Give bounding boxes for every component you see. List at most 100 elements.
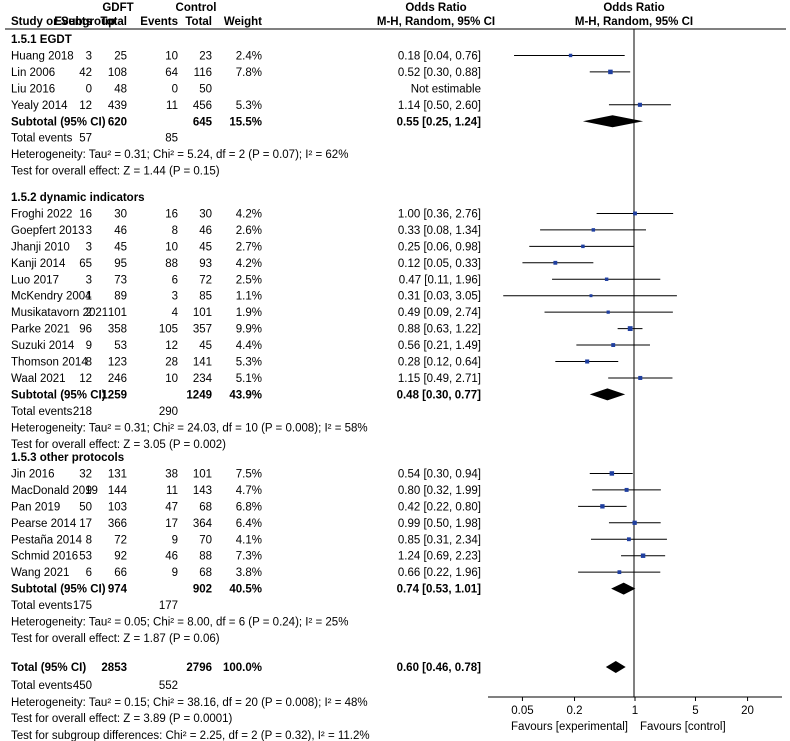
cell-control-events: 9 (172, 567, 178, 579)
cell-gdft-total: 144 (108, 485, 128, 497)
cell-control-total: 141 (193, 357, 212, 369)
subgroup-title: 1.5.3 other protocols (11, 452, 124, 464)
cell-gdft-total: 131 (108, 468, 127, 480)
cell-control-events: 9 (172, 534, 178, 546)
cell-control-total: 50 (199, 83, 212, 95)
total-events-control: 85 (165, 133, 178, 145)
cell-weight: 5.3% (236, 357, 262, 369)
cell-gdft-events: 17 (79, 518, 92, 530)
study-name: Musikatavorn 2021 (11, 307, 108, 319)
cell-control-events: 6 (172, 274, 178, 286)
cell-control-total: 143 (193, 485, 212, 497)
cell-control-events: 8 (172, 225, 178, 237)
subtotal-odds-ratio-ci: 0.74 [0.53, 1.01] (397, 584, 482, 596)
subtotal-diamond (611, 582, 636, 595)
overall-effect-text: Test for overall effect: Z = 1.44 (P = 0… (11, 166, 220, 178)
cell-control-events: 105 (159, 324, 178, 336)
study-name: Pan 2019 (11, 501, 60, 513)
header-group-control: Control (176, 2, 217, 14)
cell-control-total: 364 (193, 518, 213, 530)
cell-gdft-total: 246 (108, 373, 127, 385)
total-events-label: Total events (11, 406, 73, 418)
header-total-control: Total (185, 16, 212, 28)
effect-square (624, 487, 629, 492)
cell-control-total: 72 (199, 274, 212, 286)
cell-weight: 6.8% (236, 501, 262, 513)
cell-gdft-events: 3 (86, 274, 92, 286)
cell-gdft-events: 0 (86, 83, 92, 95)
cell-gdft-events: 12 (79, 373, 92, 385)
cell-odds-ratio-ci: 0.80 [0.32, 1.99] (398, 485, 481, 497)
x-tick-label: 5 (692, 705, 698, 717)
cell-gdft-total: 366 (108, 518, 127, 530)
cell-gdft-events: 65 (79, 258, 92, 270)
cell-gdft-events: 6 (86, 567, 92, 579)
subtotal-odds-ratio-ci: 0.48 [0.30, 0.77] (397, 389, 482, 401)
cell-weight: 3.8% (236, 567, 262, 579)
cell-odds-ratio-ci: 0.99 [0.50, 1.98] (398, 518, 481, 530)
cell-weight: 4.2% (236, 258, 262, 270)
study-name: Froghi 2022 (11, 208, 72, 220)
heterogeneity-text: Heterogeneity: Tau² = 0.31; Chi² = 5.24,… (11, 149, 348, 161)
cell-gdft-total: 101 (108, 307, 127, 319)
overall-total-events-label: Total events (11, 680, 73, 692)
subtotal-diamond (589, 388, 626, 401)
cell-gdft-total: 89 (114, 291, 127, 303)
cell-gdft-total: 72 (114, 534, 127, 546)
heterogeneity-text: Heterogeneity: Tau² = 0.05; Chi² = 8.00,… (11, 617, 348, 629)
study-name: Goepfert 2013 (11, 225, 85, 237)
cell-odds-ratio-ci: 0.31 [0.03, 3.05] (398, 291, 481, 303)
effect-square (591, 228, 596, 232)
cell-control-total: 456 (193, 100, 212, 112)
cell-control-events: 4 (172, 307, 179, 319)
cell-gdft-events: 32 (79, 468, 92, 480)
cell-gdft-total: 66 (114, 567, 127, 579)
cell-gdft-events: 3 (86, 241, 92, 253)
cell-control-total: 234 (193, 373, 213, 385)
header-method-table: M-H, Random, 95% CI (377, 16, 495, 28)
cell-gdft-events: 3 (86, 225, 92, 237)
study-name: McKendry 2004 (11, 291, 92, 303)
cell-gdft-events: 50 (79, 501, 92, 513)
effect-square (608, 69, 613, 75)
effect-square (600, 504, 605, 509)
total-events-label: Total events (11, 133, 73, 145)
header-method-plot: M-H, Random, 95% CI (575, 16, 693, 28)
cell-odds-ratio-ci: 0.25 [0.06, 0.98] (398, 241, 481, 253)
header-weight: Weight (224, 16, 262, 28)
cell-weight: 5.1% (236, 373, 262, 385)
overall-total-events-gdft: 450 (73, 680, 92, 692)
favours-control-label: Favours [control] (640, 721, 726, 733)
x-tick-label: 0.2 (567, 705, 583, 717)
cell-control-events: 47 (165, 501, 178, 513)
cell-control-events: 0 (172, 83, 178, 95)
cell-control-total: 85 (199, 291, 212, 303)
cell-control-total: 68 (199, 501, 212, 513)
cell-gdft-total: 48 (114, 83, 127, 95)
subtotal-label: Subtotal (95% CI) (11, 389, 106, 401)
cell-gdft-events: 12 (79, 100, 92, 112)
cell-gdft-events: 96 (79, 324, 92, 336)
cell-gdft-events: 1 (86, 291, 92, 303)
study-name: Pearse 2014 (11, 518, 77, 530)
x-tick-label: 0.05 (511, 705, 533, 717)
cell-odds-ratio-ci: 0.88 [0.63, 1.22] (398, 324, 481, 336)
cell-control-events: 10 (165, 50, 178, 62)
effect-square (632, 520, 637, 525)
subtotal-label: Subtotal (95% CI) (11, 584, 106, 596)
total-gdft-total: 2853 (101, 662, 127, 674)
cell-gdft-total: 46 (114, 225, 127, 237)
study-name: Waal 2021 (11, 373, 66, 385)
cell-weight: 2.6% (236, 225, 262, 237)
cell-odds-ratio-ci: 0.52 [0.30, 0.88] (398, 67, 481, 79)
header-study: Study or Subgroup (11, 16, 115, 28)
cell-control-total: 116 (194, 67, 212, 79)
cell-weight: 5.3% (236, 100, 262, 112)
cell-control-total: 101 (193, 468, 212, 480)
cell-gdft-events: 8 (86, 357, 92, 369)
subtotal-gdft-total: 974 (108, 584, 128, 596)
study-name: Yealy 2014 (11, 100, 68, 112)
total-control-total: 2796 (186, 662, 212, 674)
cell-weight: 1.9% (236, 307, 262, 319)
cell-control-events: 88 (165, 258, 178, 270)
